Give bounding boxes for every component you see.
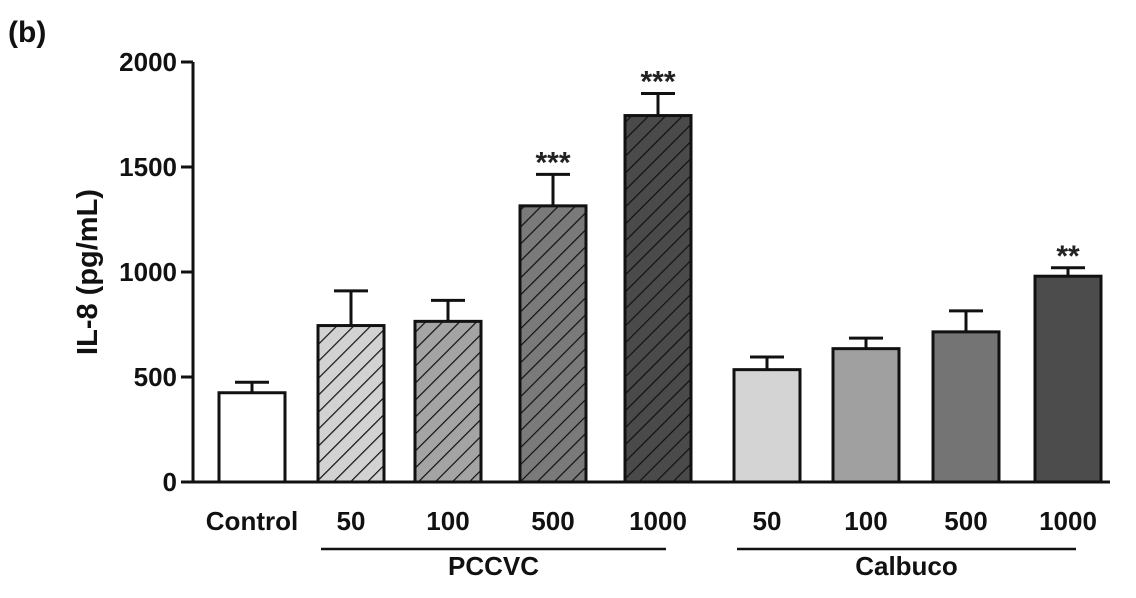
group-label: Calbuco: [855, 551, 958, 581]
x-tick-label: 100: [426, 506, 469, 536]
y-axis-label: IL-8 (pg/mL): [72, 189, 104, 355]
bar-hatch: [415, 321, 481, 482]
significance-mark: ***: [535, 146, 570, 179]
significance-mark: ***: [640, 66, 675, 99]
x-tick-label: 1000: [1039, 506, 1097, 536]
x-tick-label: 500: [944, 506, 987, 536]
x-tick-label: 1000: [629, 506, 687, 536]
y-tick-label: 2000: [119, 47, 177, 77]
x-tick-label: 50: [337, 506, 366, 536]
x-axis: Control 50 100 500 1000 50 100 500 1000: [193, 480, 1110, 536]
panel-label: (b): [8, 16, 46, 49]
x-tick-label: 100: [844, 506, 887, 536]
bar: [219, 392, 285, 482]
y-tick-label: 1000: [119, 257, 177, 287]
bar: [1035, 276, 1101, 482]
x-tick-label: 50: [753, 506, 782, 536]
bar: [833, 348, 899, 482]
bar-hatch: [318, 325, 384, 482]
bar-hatch: [625, 115, 691, 483]
x-tick-label: 500: [531, 506, 574, 536]
y-axis: 0 500 1000 1500 2000: [119, 47, 195, 497]
significance-mark: **: [1056, 240, 1080, 273]
y-tick-label: 1500: [119, 152, 177, 182]
y-tick-label: 0: [163, 467, 177, 497]
group-label: PCCVC: [448, 551, 539, 581]
bar: [734, 369, 800, 482]
bars: ********: [217, 66, 1103, 484]
y-tick-label: 500: [134, 362, 177, 392]
bar: [933, 331, 999, 482]
bar-hatch: [520, 205, 586, 482]
group-brackets: PCCVC Calbuco: [321, 547, 1076, 581]
x-tick-label: Control: [206, 506, 298, 536]
